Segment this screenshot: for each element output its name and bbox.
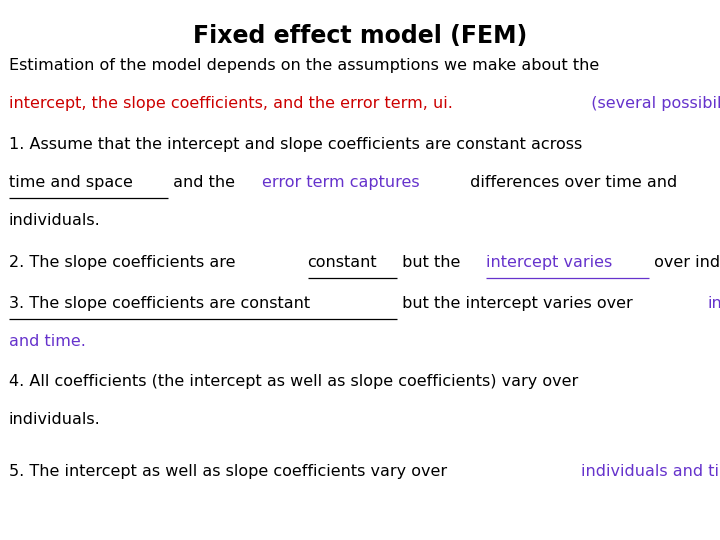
Text: Fixed effect model (FEM): Fixed effect model (FEM) [193,24,527,48]
Text: 2. The slope coefficients are: 2. The slope coefficients are [9,255,240,271]
Text: individuals and time.: individuals and time. [580,464,720,480]
Text: and the: and the [168,176,240,191]
Text: error term captures: error term captures [261,176,419,191]
Text: individuals.: individuals. [9,412,100,427]
Text: intercept varies: intercept varies [486,255,612,271]
Text: 4. All coefficients (the intercept as well as slope coefficients) vary over: 4. All coefficients (the intercept as we… [9,374,578,389]
Text: individuals.: individuals. [9,213,100,228]
Text: (several possibilities): (several possibilities) [581,96,720,111]
Text: intercept, the slope coefficients, and the error term, ui.: intercept, the slope coefficients, and t… [9,96,452,111]
Text: constant: constant [307,255,377,271]
Text: 3. The slope coefficients are constant: 3. The slope coefficients are constant [9,296,310,311]
Text: time and space: time and space [9,176,132,191]
Text: but the intercept varies over: but the intercept varies over [397,296,638,311]
Text: over individuals.: over individuals. [649,255,720,271]
Text: but the: but the [397,255,466,271]
Text: 1. Assume that the intercept and slope coefficients are constant across: 1. Assume that the intercept and slope c… [9,137,582,152]
Text: differences over time and: differences over time and [465,176,678,191]
Text: Estimation of the model depends on the assumptions we make about the: Estimation of the model depends on the a… [9,58,599,73]
Text: individuals: individuals [708,296,720,311]
Text: and time.: and time. [9,334,86,349]
Text: 5. The intercept as well as slope coefficients vary over: 5. The intercept as well as slope coeffi… [9,464,452,480]
